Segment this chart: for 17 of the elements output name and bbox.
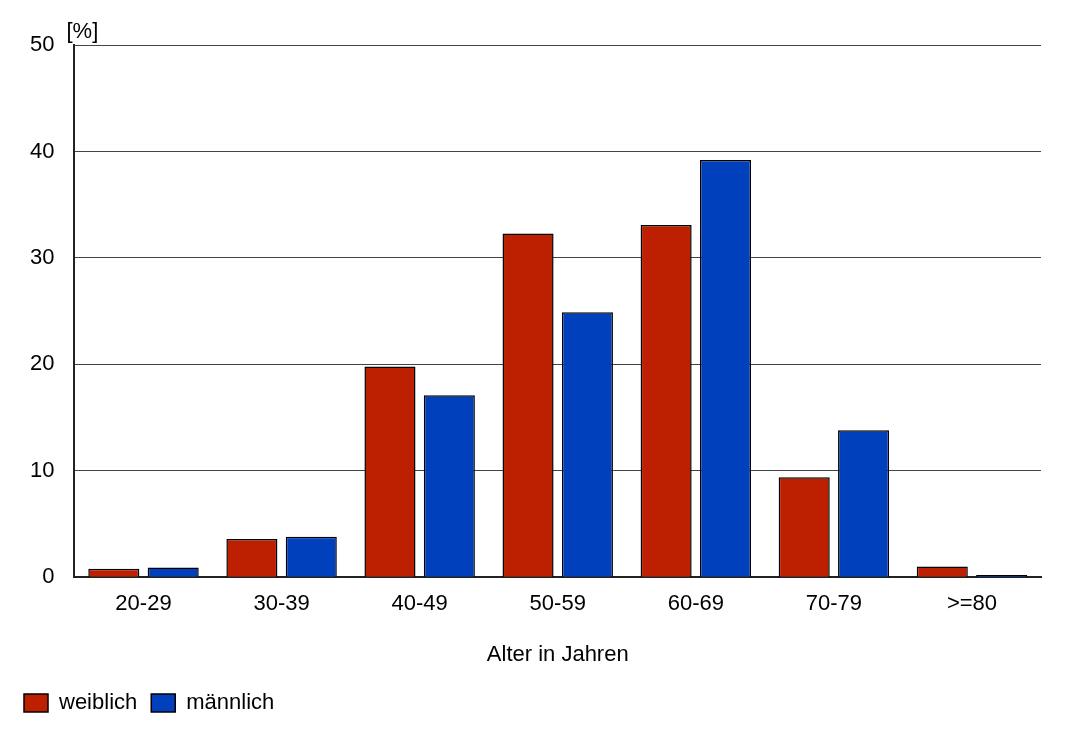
x-tick-label: 60-69 <box>667 590 724 616</box>
y-tick-label: 20 <box>29 350 55 376</box>
x-tick-label: >=80 <box>946 590 998 616</box>
y-tick-label: 0 <box>42 563 55 589</box>
legend-label: männlich <box>186 689 275 715</box>
legend-label: weiblich <box>58 689 138 715</box>
x-axis-title: Alter in Jahren <box>486 640 629 666</box>
x-tick-label: 40-49 <box>391 590 448 616</box>
y-tick-label: 30 <box>29 243 55 269</box>
y-tick-label: 50 <box>29 31 55 57</box>
y-tick-label: 10 <box>29 456 55 482</box>
x-tick-label: 20-29 <box>115 590 172 616</box>
y-tick-label: 40 <box>29 137 55 163</box>
x-tick-label: 50-59 <box>529 590 586 616</box>
y-axis-title: [%] <box>66 18 99 44</box>
x-tick-label: 30-39 <box>253 590 310 616</box>
x-tick-label: 70-79 <box>805 590 863 616</box>
